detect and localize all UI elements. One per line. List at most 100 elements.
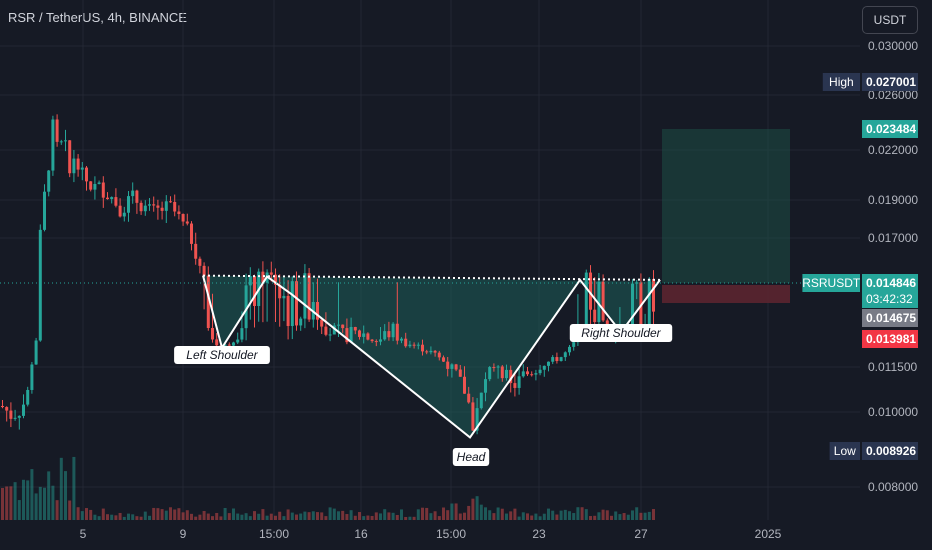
- candle-body: [559, 357, 563, 362]
- y-tick-label: 0.008000: [868, 480, 918, 494]
- y-tick-label: 0.030000: [868, 39, 918, 53]
- volume-bar: [72, 456, 76, 520]
- volume-bar: [13, 482, 17, 520]
- volume-bar: [458, 513, 462, 520]
- currency-button[interactable]: USDT: [862, 6, 918, 34]
- badge-value: [862, 274, 918, 308]
- volume-bar: [442, 507, 445, 520]
- candle-body: [185, 221, 189, 224]
- candle-body: [370, 339, 374, 342]
- volume-bar: [47, 471, 51, 520]
- candle-body: [479, 392, 483, 409]
- volume-bar: [400, 509, 403, 520]
- candle-body: [173, 201, 177, 212]
- badge-value-text: 0.027001: [866, 75, 916, 89]
- candle-body: [366, 333, 370, 340]
- candle-body: [584, 272, 588, 331]
- candle-body: [34, 340, 38, 365]
- volume-bar: [559, 510, 563, 520]
- volume-bar: [110, 514, 114, 520]
- candle-body: [429, 350, 433, 353]
- volume-bars: [1, 456, 655, 520]
- volume-bar: [156, 508, 160, 520]
- candle-body: [307, 273, 311, 320]
- volume-bar: [106, 514, 109, 520]
- candle-body: [341, 324, 345, 329]
- volume-bar: [521, 512, 525, 520]
- candle-body: [433, 350, 437, 353]
- volume-bar: [618, 514, 622, 520]
- volume-bar: [425, 507, 429, 520]
- candle-body: [538, 369, 542, 374]
- candle-body: [509, 369, 513, 384]
- candle-body: [374, 341, 378, 343]
- candle-body: [286, 295, 290, 327]
- candle-body: [593, 309, 597, 323]
- candle-body: [51, 119, 55, 171]
- y-tick-label: 0.019000: [868, 193, 918, 207]
- volume-bar: [610, 515, 613, 520]
- target-zone: [662, 129, 790, 283]
- candle-body: [320, 319, 324, 327]
- volume-bar: [589, 516, 592, 520]
- volume-bar: [164, 510, 168, 520]
- badge-value: [862, 73, 918, 91]
- candle-body: [59, 141, 63, 143]
- candle-body: [177, 211, 181, 215]
- annotation-label: Left Shoulder: [186, 348, 258, 362]
- candle-body: [534, 373, 538, 375]
- volume-bar: [563, 509, 567, 520]
- candle-body: [55, 119, 59, 142]
- volume-bar: [416, 509, 420, 520]
- candle-body: [202, 265, 206, 276]
- volume-bar: [479, 504, 483, 520]
- volume-bar: [358, 512, 361, 520]
- candle-body: [647, 278, 651, 327]
- volume-bar: [547, 508, 550, 520]
- badge-value-text: 0.023484: [866, 122, 916, 136]
- candle-body: [278, 284, 282, 299]
- volume-bar: [484, 507, 487, 520]
- volume-bar: [509, 511, 513, 520]
- candle-body: [282, 295, 286, 299]
- volume-bar: [366, 515, 370, 520]
- volume-bar: [114, 515, 118, 520]
- candle-body: [169, 201, 172, 203]
- candle-body: [383, 331, 387, 340]
- volume-bar: [345, 514, 349, 520]
- volume-bar: [295, 514, 298, 520]
- volume-bar: [152, 507, 156, 520]
- volume-bar: [97, 516, 101, 520]
- volume-bar: [34, 493, 38, 520]
- candle-body: [530, 374, 534, 376]
- x-tick-label: 27: [634, 527, 648, 541]
- candle-body: [404, 338, 408, 347]
- candle-body: [131, 190, 135, 197]
- candle-body: [458, 369, 462, 377]
- volume-bar: [278, 511, 282, 520]
- candle-body: [400, 338, 403, 341]
- candle-body: [563, 352, 567, 358]
- volume-bar: [387, 512, 391, 520]
- candle-body: [215, 339, 219, 346]
- candle-body: [450, 364, 454, 369]
- candle-body: [412, 344, 416, 346]
- volume-bar: [517, 516, 521, 520]
- candle-body: [421, 344, 424, 352]
- volume-bar: [631, 510, 634, 520]
- badge-value-text: 0.008926: [866, 444, 916, 458]
- volume-bar: [324, 516, 328, 520]
- volume-bar: [454, 503, 458, 520]
- volume-bar: [328, 507, 332, 520]
- candle-body: [274, 274, 277, 285]
- volume-bar: [274, 515, 277, 520]
- candle-body: [13, 417, 17, 419]
- candle-body: [387, 331, 391, 338]
- volume-bar: [475, 496, 479, 520]
- candle-body: [416, 344, 420, 346]
- candle-body: [353, 327, 357, 331]
- volume-bar: [80, 511, 84, 520]
- candle-body: [475, 408, 479, 431]
- candle-body: [379, 339, 382, 342]
